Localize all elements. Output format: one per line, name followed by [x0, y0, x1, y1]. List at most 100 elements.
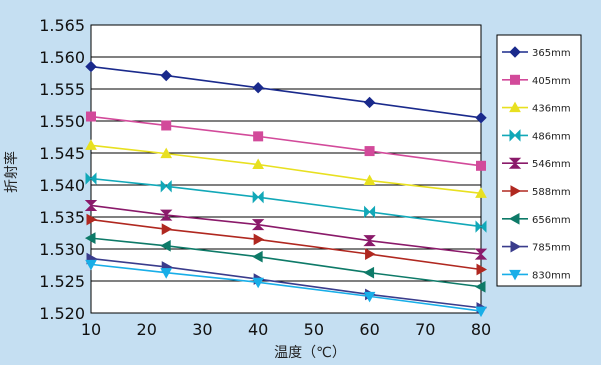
x-tick-label: 20 [137, 320, 157, 339]
legend-label: 405mm [532, 76, 571, 87]
series-436mm [85, 139, 487, 198]
series-830mm [85, 259, 487, 318]
data-point [84, 199, 98, 211]
data-point [475, 306, 487, 318]
data-point [363, 174, 376, 186]
data-point [160, 239, 171, 252]
legend-item: 405mm [502, 74, 571, 87]
y-tick-label: 1.550 [39, 112, 85, 131]
y-tick-label: 1.565 [39, 16, 85, 35]
y-tick-label: 1.520 [39, 304, 85, 323]
data-point [160, 69, 172, 82]
data-point [252, 82, 264, 94]
data-point [160, 268, 173, 279]
legend-label: 785mm [532, 243, 571, 254]
legend-label: 486mm [532, 131, 571, 142]
data-point [252, 158, 264, 170]
data-point [364, 205, 376, 219]
series-405mm [86, 111, 486, 171]
data-point [510, 74, 520, 85]
y-tick-label: 1.530 [39, 240, 85, 259]
x-tick-label: 80 [471, 320, 491, 339]
data-point [160, 209, 173, 221]
data-point [476, 160, 486, 171]
x-tick-label: 10 [81, 320, 101, 339]
legend-item: 830mm [502, 269, 571, 281]
data-point [251, 219, 265, 231]
x-tick-label: 30 [192, 320, 212, 339]
legend-label: 588mm [532, 187, 571, 198]
legend-item: 486mm [502, 129, 571, 142]
data-point [363, 291, 376, 303]
data-point [161, 223, 173, 236]
data-point [475, 187, 487, 198]
legend-item: 785mm [502, 240, 571, 254]
series-656mm [84, 232, 486, 293]
legend-item: 546mm [502, 157, 571, 170]
data-point [85, 139, 97, 150]
data-point [364, 146, 375, 157]
x-tick-label: 50 [304, 320, 324, 339]
y-tick-label: 1.535 [39, 208, 85, 227]
y-tick-label: 1.560 [39, 48, 85, 67]
data-point [363, 96, 376, 109]
data-point [253, 131, 264, 142]
data-point [160, 147, 173, 159]
data-point [363, 266, 375, 279]
y-tick-label: 1.555 [39, 80, 85, 99]
legend-item: 588mm [502, 185, 571, 198]
data-point [86, 111, 96, 122]
y-tick-labels: 1.520 1.525 1.530 1.535 1.540 1.545 1.550 1.555… [39, 16, 85, 323]
legend-label: 365mm [532, 48, 571, 59]
legend-item: 436mm [502, 101, 571, 115]
y-tick-label: 1.525 [39, 272, 85, 291]
series-546mm [84, 199, 488, 260]
legend: 365mm 405mm 436mm 486mm 546mm 588mm 656mm 785mm… [502, 46, 571, 281]
legend-label: 436mm [532, 104, 571, 115]
data-point [85, 60, 97, 73]
legend-item: 365mm [502, 46, 571, 59]
data-point [509, 129, 521, 142]
data-point [363, 235, 376, 247]
x-tick-label: 40 [248, 320, 268, 339]
series-588mm [86, 213, 488, 276]
x-tick-label: 60 [359, 320, 379, 339]
legend-item: 656mm [502, 212, 571, 226]
data-point [85, 172, 97, 185]
data-point [475, 220, 487, 233]
data-point [84, 232, 96, 244]
data-point [86, 213, 98, 226]
x-tick-labels: 10 20 30 40 50 60 70 80 [81, 320, 491, 339]
data-point [508, 157, 522, 169]
x-axis-label: 温度（℃） [274, 345, 346, 361]
data-point [510, 240, 522, 253]
data-point [509, 46, 521, 58]
data-point [476, 263, 488, 276]
data-point [509, 101, 521, 113]
data-point [510, 185, 522, 197]
data-point [252, 250, 263, 263]
series-365mm [85, 60, 487, 124]
data-point [253, 233, 265, 246]
data-point [252, 190, 264, 204]
data-point [365, 248, 376, 260]
legend-label: 830mm [532, 270, 571, 281]
y-axis-label: 折射率 [3, 151, 20, 193]
series-layer [84, 60, 488, 318]
data-point [161, 120, 172, 131]
series-486mm [85, 172, 487, 233]
data-point [508, 212, 520, 225]
data-point [509, 269, 521, 281]
data-point [474, 280, 486, 293]
data-point [160, 180, 172, 193]
data-point [252, 277, 264, 289]
y-tick-label: 1.545 [39, 144, 85, 163]
data-point [85, 259, 97, 271]
x-tick-label: 70 [415, 320, 435, 339]
legend-label: 546mm [532, 159, 571, 170]
data-point [474, 248, 488, 260]
legend-label: 656mm [532, 215, 571, 226]
data-point [475, 112, 487, 124]
